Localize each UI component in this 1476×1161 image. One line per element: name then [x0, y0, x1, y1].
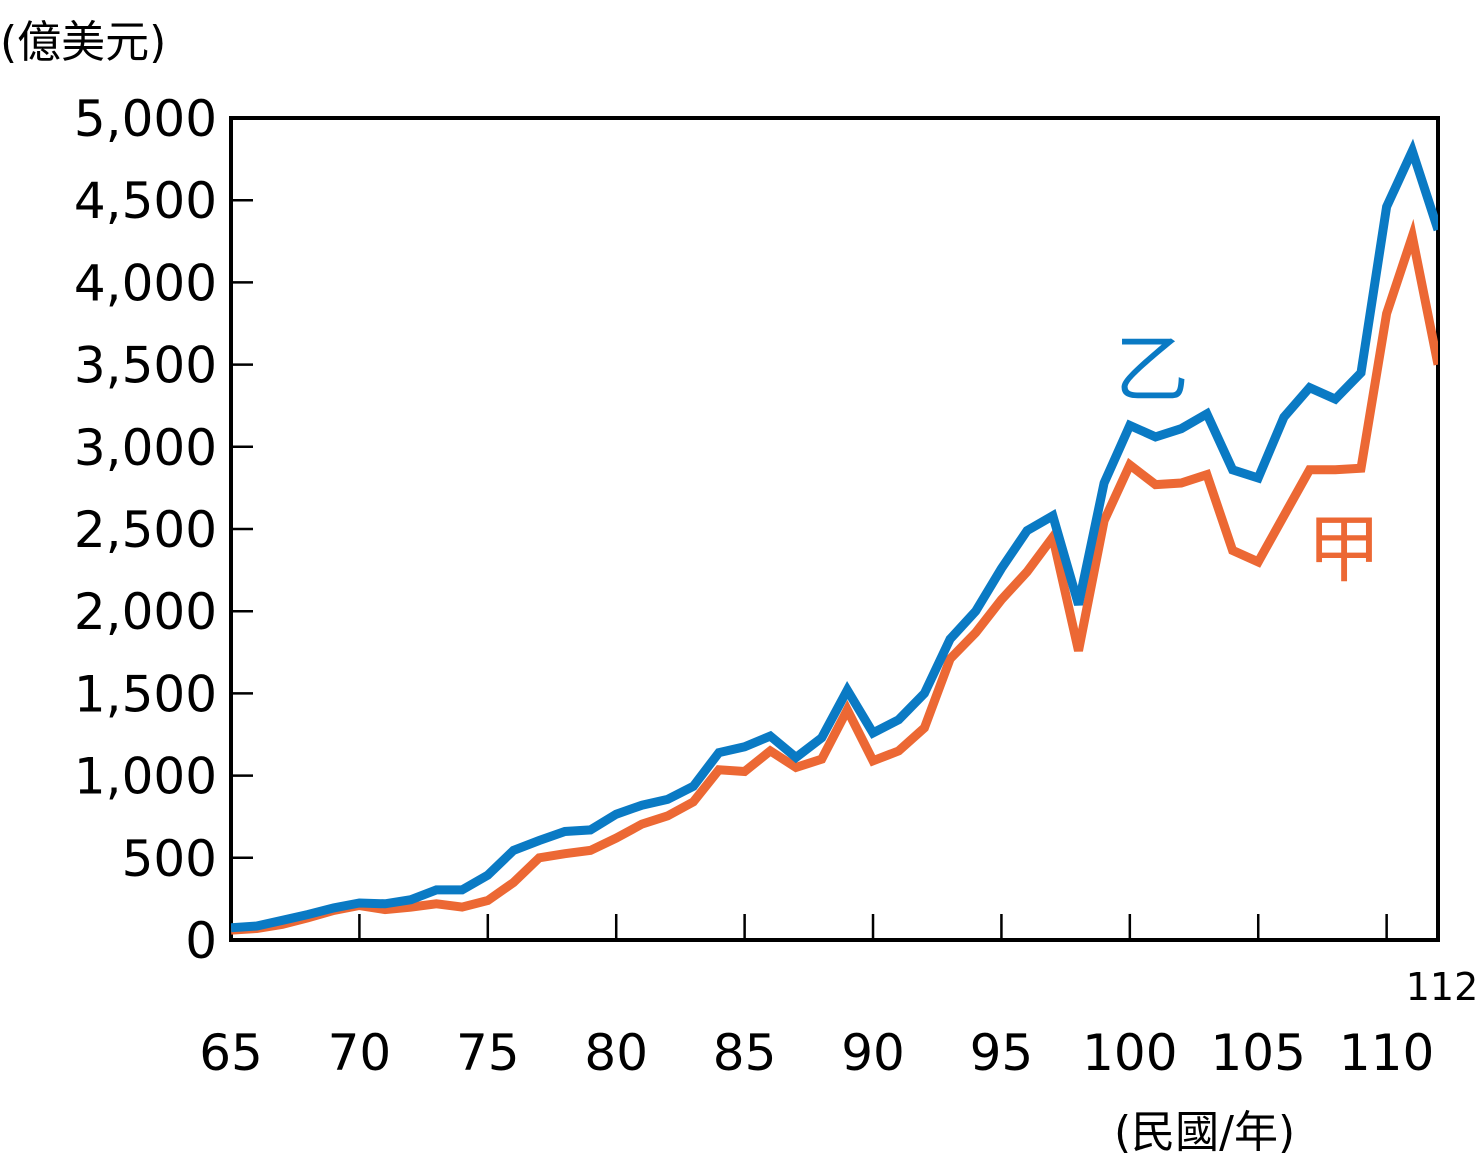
y-tick-label: 0: [185, 912, 217, 970]
y-tick-label: 500: [122, 830, 217, 888]
y-tick-label: 2,000: [74, 583, 217, 641]
x-tick-label: 90: [841, 1024, 905, 1082]
series-line-jia: [231, 218, 1438, 935]
plot-frame: [229, 116, 1440, 942]
x-tick-label: 110: [1339, 1024, 1434, 1082]
x-axis-ticks: 65 70 75 80 85 90 95 100 105 110 112: [199, 914, 1476, 1082]
y-axis-ticks: 0 500 1,000 1,500 2,000 2,500 3,000 3,500 4,000 4…: [74, 90, 253, 970]
x-tick-label: 105: [1211, 1024, 1306, 1082]
x-tick-label: 80: [584, 1024, 648, 1082]
chart-axes: [229, 116, 1440, 942]
y-tick-label: 5,000: [74, 90, 217, 148]
x-tick-label: 65: [199, 1024, 263, 1082]
y-tick-label: 2,500: [74, 501, 217, 559]
x-tick-label: 100: [1082, 1024, 1177, 1082]
x-tick-label-end: 112: [1406, 965, 1476, 1009]
x-tick-label: 75: [456, 1024, 520, 1082]
series-label-jia: 甲: [1307, 507, 1381, 593]
y-tick-label: 4,000: [74, 254, 217, 312]
series-lines: [231, 138, 1438, 935]
y-axis-label: (億美元): [0, 17, 167, 68]
series-label-yi: 乙: [1115, 327, 1189, 413]
y-tick-label: 3,000: [74, 419, 217, 477]
series-labels: 乙甲: [1115, 327, 1381, 593]
x-tick-label: 95: [970, 1024, 1034, 1082]
y-tick-label: 3,500: [74, 337, 217, 395]
y-tick-label: 4,500: [74, 172, 217, 230]
x-tick-label: 85: [713, 1024, 777, 1082]
y-tick-label: 1,000: [74, 748, 217, 806]
y-tick-label: 1,500: [74, 665, 217, 723]
x-axis-label: (民國/年): [1114, 1107, 1296, 1158]
x-tick-label: 70: [328, 1024, 392, 1082]
series-line-yi: [231, 138, 1438, 933]
